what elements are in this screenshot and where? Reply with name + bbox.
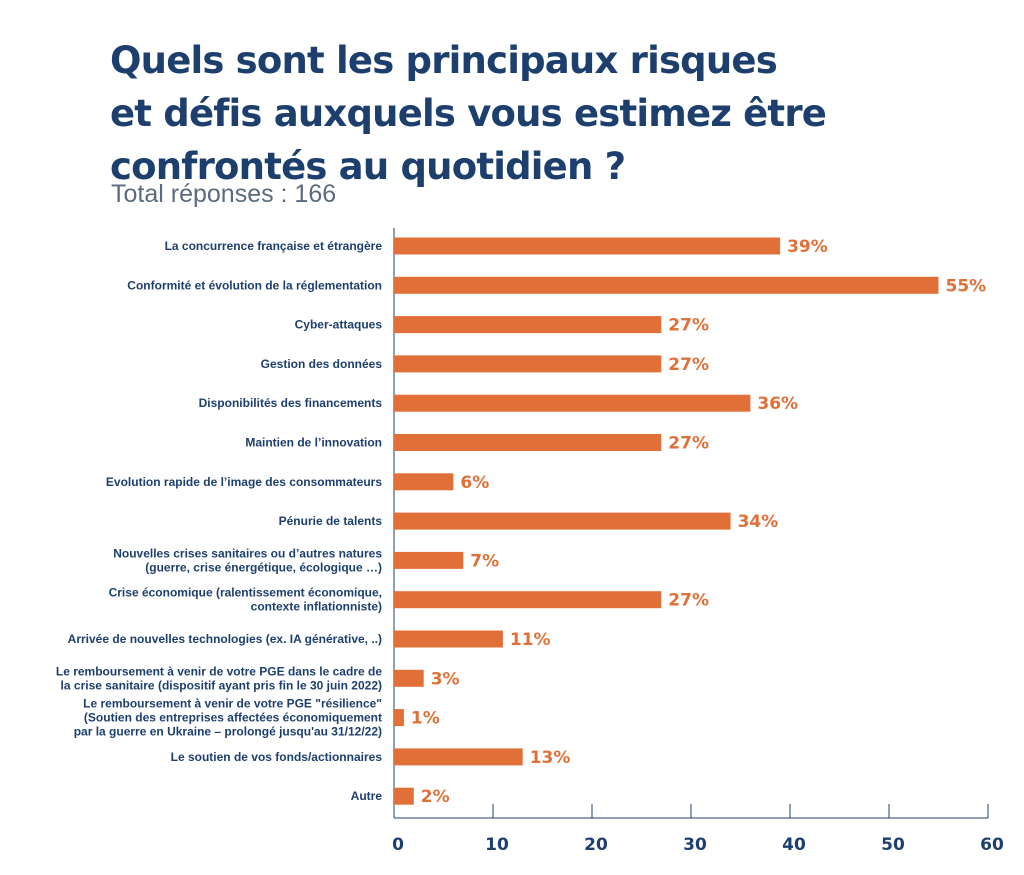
x-tick-label: 50 (881, 835, 905, 855)
bar (394, 709, 404, 727)
x-tick-label: 0 (392, 835, 404, 855)
chart-title-line-1: Quels sont les principaux risques (110, 39, 778, 82)
data-label: 27% (668, 355, 709, 375)
bar (394, 316, 662, 334)
category-label: Evolution rapide de l’image des consomma… (106, 475, 382, 489)
data-label: 3% (431, 669, 460, 689)
data-label: 55% (946, 276, 987, 296)
x-tick-label: 40 (782, 835, 806, 855)
chart-title-line-3: confrontés au quotidien ? (110, 145, 626, 188)
bar (394, 748, 523, 766)
bar (394, 787, 414, 805)
chart-title-line-2: et défis auxquels vous estimez être (110, 92, 827, 135)
bar (394, 512, 731, 530)
bar (394, 669, 424, 687)
bar (394, 630, 503, 648)
category-label: (guerre, crise énergétique, écologique …… (145, 560, 382, 574)
category-label: Nouvelles crises sanitaires ou d’autres … (113, 546, 382, 560)
bar (394, 394, 751, 412)
data-label: 34% (738, 512, 779, 532)
data-label: 1% (411, 709, 440, 729)
category-label: Le soutien de vos fonds/actionnaires (171, 750, 383, 764)
data-label: 2% (421, 787, 450, 807)
bar (394, 551, 464, 569)
data-label: 6% (460, 473, 489, 493)
bar (394, 355, 662, 373)
category-label: (Soutien des entreprises affectées écono… (84, 711, 382, 725)
bar (394, 473, 454, 491)
category-label: Disponibilités des financements (199, 396, 383, 410)
bar (394, 276, 939, 294)
category-label: la crise sanitaire (dispositif ayant pri… (61, 678, 382, 692)
data-label: 11% (510, 630, 551, 650)
category-label: Maintien de l’innovation (245, 436, 382, 450)
category-label: Gestion des données (261, 357, 383, 371)
data-label: 27% (668, 316, 709, 336)
x-tick-label: 30 (683, 835, 707, 855)
bar (394, 591, 662, 609)
bar (394, 237, 781, 255)
data-label: 27% (668, 434, 709, 454)
category-label: La concurrence française et étrangère (165, 239, 383, 253)
x-tick-label: 60 (980, 835, 1004, 855)
x-tick-label: 10 (485, 835, 509, 855)
data-label: 27% (668, 591, 709, 611)
data-label: 36% (757, 394, 798, 414)
category-label: Le remboursement à venir de votre PGE "r… (83, 697, 382, 711)
category-label: Pénurie de talents (279, 514, 383, 528)
category-label: par la guerre en Ukraine – prolongé jusq… (74, 725, 382, 739)
chart-subtitle: Total réponses : 166 (111, 180, 337, 208)
category-label: Cyber-attaques (295, 318, 383, 332)
bar (394, 434, 662, 451)
category-label: Autre (351, 789, 383, 803)
category-label: Le remboursement à venir de votre PGE da… (56, 664, 382, 678)
data-label: 13% (530, 748, 571, 768)
category-label: Arrivée de nouvelles technologies (ex. I… (68, 632, 382, 646)
data-label: 39% (787, 237, 828, 257)
data-label: 7% (470, 551, 499, 571)
category-label: Crise économique (ralentissement économi… (109, 586, 382, 600)
category-label: contexte inflationniste) (251, 600, 382, 614)
x-tick-label: 20 (584, 835, 608, 855)
category-label: Conformité et évolution de la réglementa… (127, 278, 382, 292)
chart-title: Quels sont les principaux risques et déf… (110, 34, 870, 193)
